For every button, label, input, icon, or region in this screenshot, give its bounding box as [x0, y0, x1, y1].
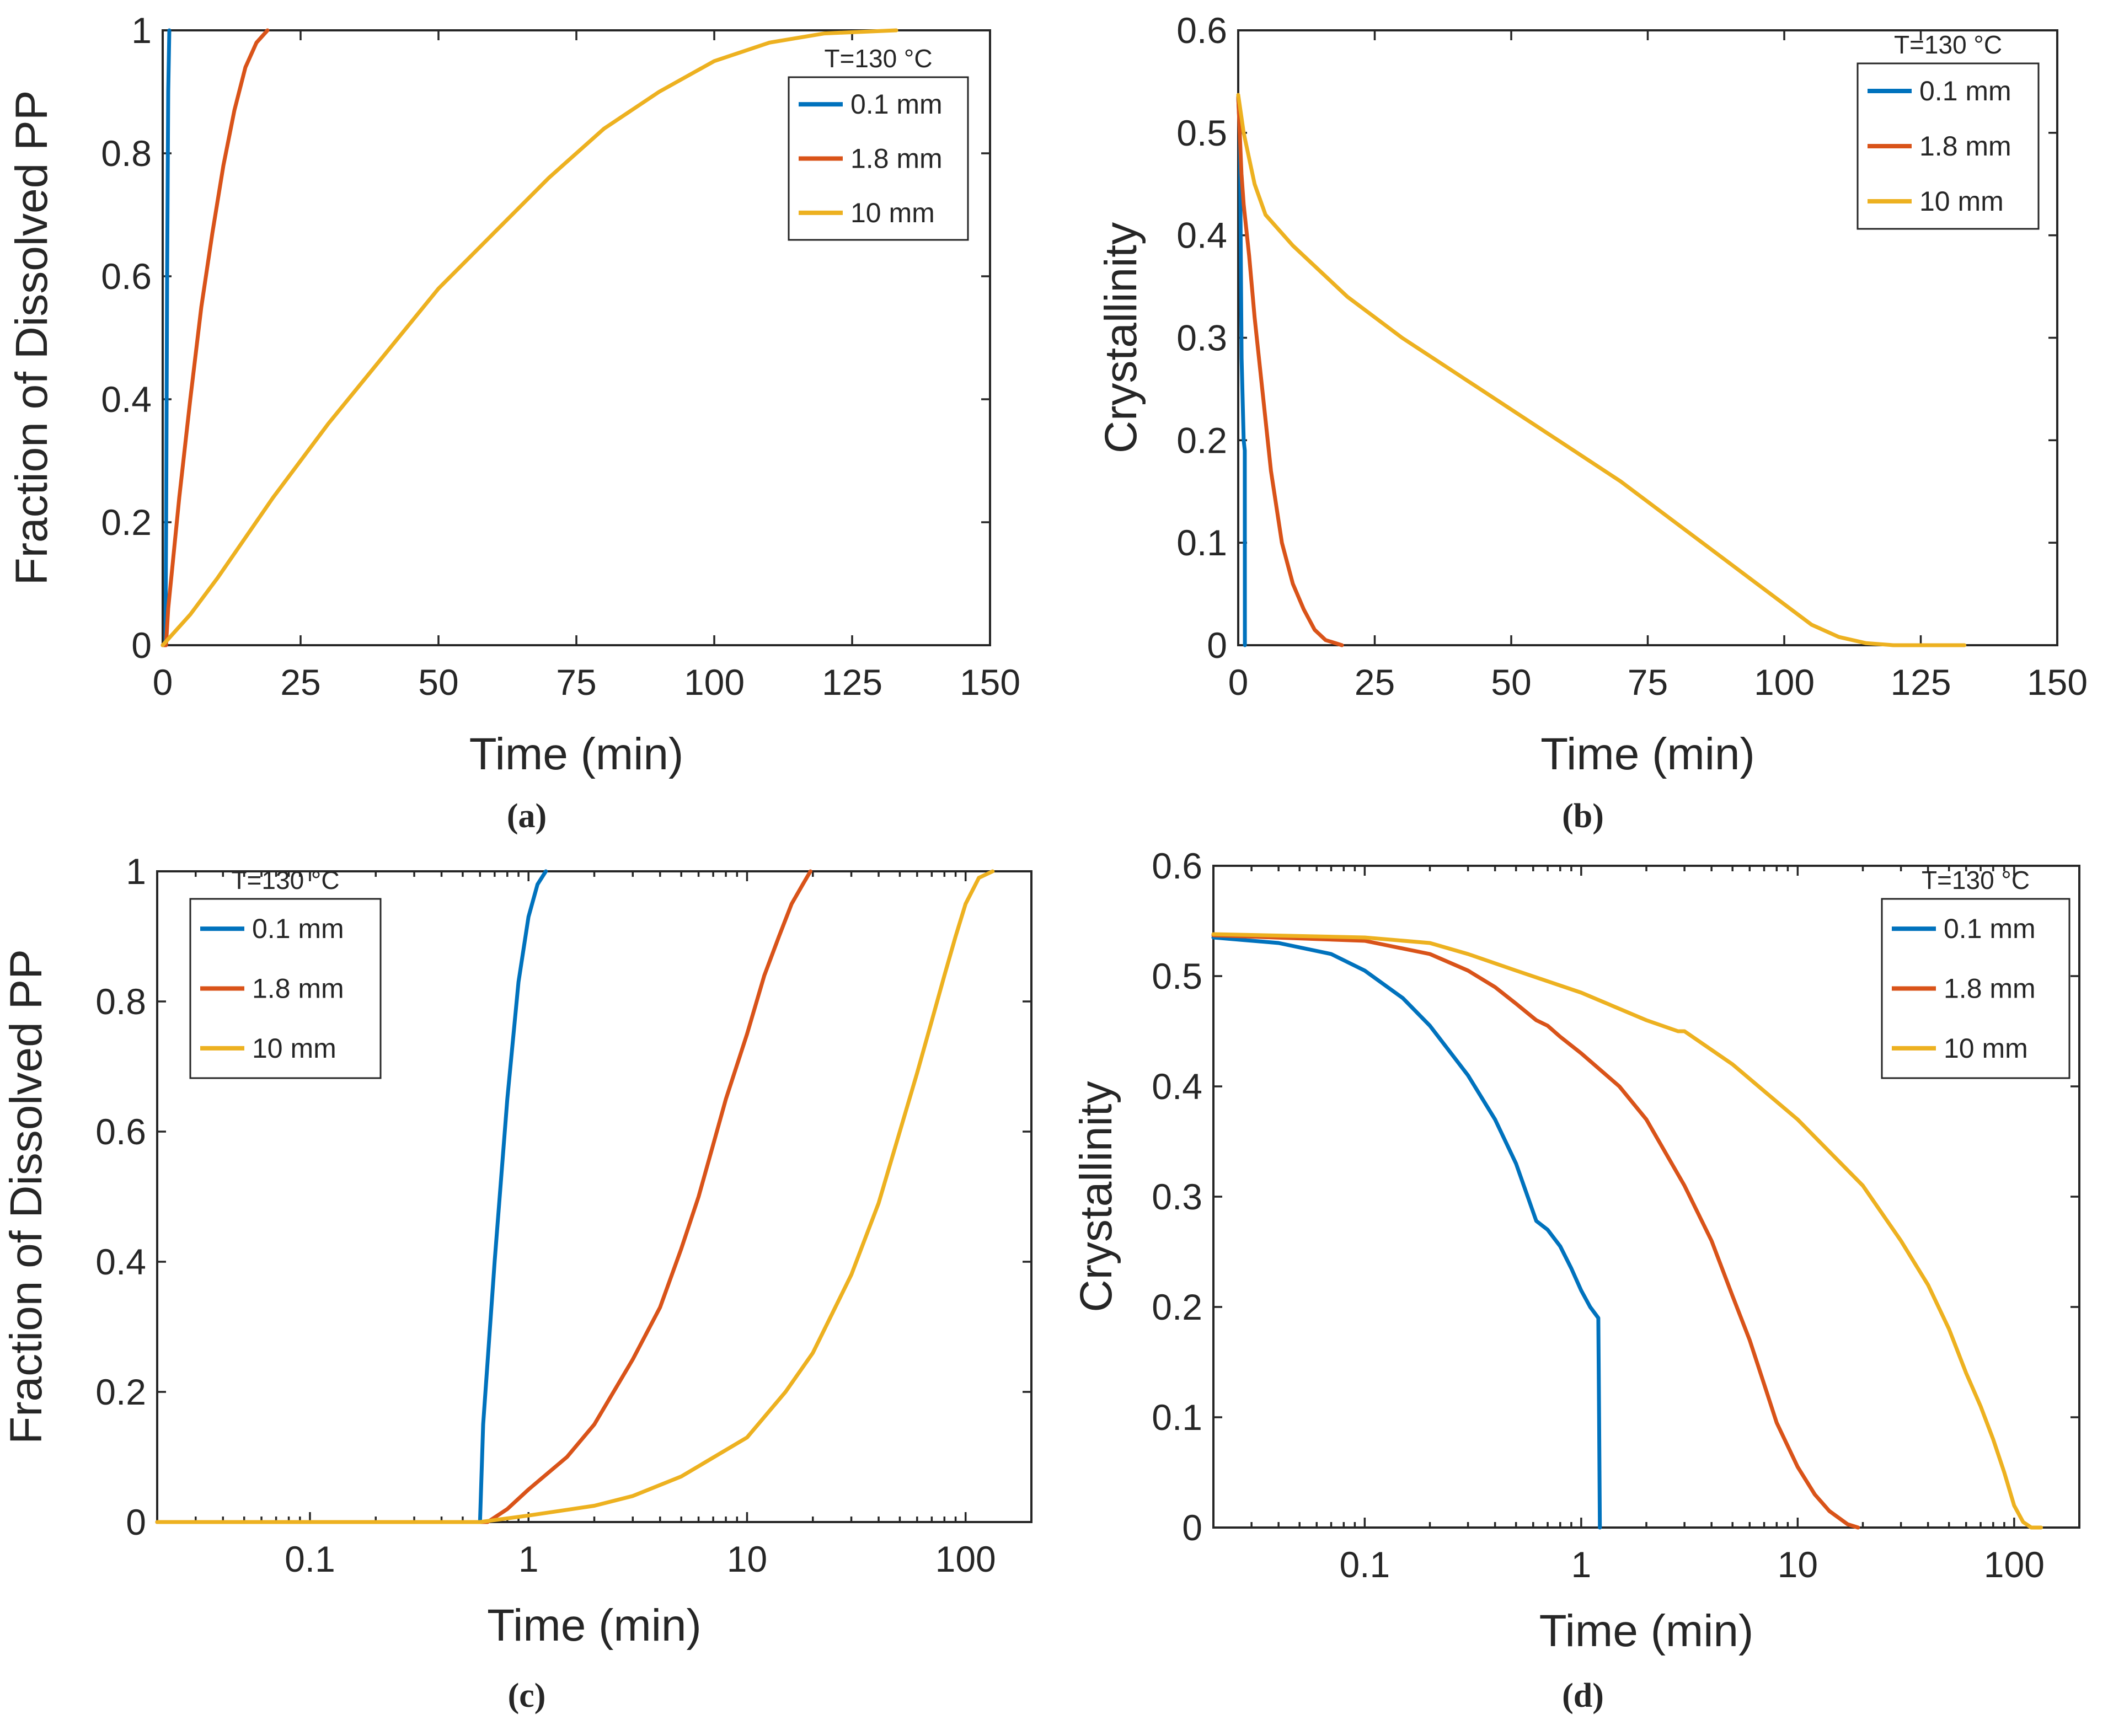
y-tick-label: 0.3: [1176, 318, 1227, 358]
y-tick-label: 0.2: [95, 1371, 146, 1412]
y-tick-label: 0.1: [1152, 1397, 1202, 1438]
legend-label: 0.1 mm: [850, 89, 943, 120]
series-line-0-1-mm: [155, 869, 548, 1524]
x-axis-label: Time (min): [1539, 1606, 1754, 1656]
y-axis-label: Fraction of Dissolved PP: [1, 949, 51, 1444]
y-tick-label: 0.2: [101, 502, 152, 543]
x-tick-label: 150: [960, 662, 1020, 703]
chart-panel-a: 0 0.2 0.4 0.6 0.8 1 0 25 50 75 100 125 150 Time (min)…: [7, 10, 1020, 835]
legend: T=130 °C 0.1 mm 1.8 mm 10 mm: [788, 44, 969, 241]
y-tick-label: 0.3: [1152, 1176, 1202, 1217]
x-tick-label: 100: [935, 1539, 996, 1579]
x-tick-label: 1: [1571, 1544, 1591, 1585]
series-line-10-mm: [1236, 93, 1967, 647]
legend-label: 0.1 mm: [1919, 76, 2011, 106]
x-axis-label: Time (min): [1540, 729, 1755, 779]
series-line-1-8-mm: [155, 869, 812, 1524]
panel-caption: (c): [508, 1677, 546, 1714]
legend: T=130 °C 0.1 mm 1.8 mm 10 mm: [1881, 866, 2071, 1079]
x-tick-label: 100: [1754, 662, 1815, 703]
y-tick-label: 0.6: [95, 1111, 146, 1152]
y-axis-label: Fraction of Dissolved PP: [7, 90, 57, 586]
panel-caption: (a): [507, 797, 547, 835]
x-tick-label: 0.1: [1339, 1544, 1390, 1585]
series-line-0-1-mm: [1211, 935, 1602, 1530]
x-tick-label: 150: [2027, 662, 2088, 703]
x-tick-label: 1: [518, 1539, 539, 1579]
x-tick-label: 10: [727, 1539, 767, 1579]
x-tick-label: 0: [153, 662, 173, 703]
x-tick-label: 100: [1984, 1544, 2045, 1585]
legend-label: 1.8 mm: [850, 143, 943, 174]
y-tick-label: 0.4: [95, 1241, 146, 1282]
x-tick-label: 0: [1228, 662, 1249, 703]
y-tick-label: 0: [131, 625, 152, 666]
series-line-10-mm: [160, 28, 898, 647]
legend-title: T=130 °C: [824, 44, 932, 73]
legend-label: 1.8 mm: [1919, 131, 2011, 162]
y-tick-label: 0.8: [101, 133, 152, 174]
legend-label: 1.8 mm: [1944, 973, 2036, 1004]
chart-panel-d: 0 0.1 0.2 0.3 0.4 0.5 0.6 0.1 1 10 100 Time (min) Cr…: [1071, 845, 2080, 1714]
y-tick-label: 1: [131, 10, 152, 51]
x-tick-label: 125: [1890, 662, 1951, 703]
x-tick-label: 75: [556, 662, 596, 703]
y-tick-label: 0.5: [1176, 112, 1227, 153]
x-axis-label: Time (min): [469, 729, 684, 779]
y-tick-label: 0.4: [1152, 1066, 1202, 1107]
y-tick-label: 1: [126, 851, 146, 892]
legend-label: 10 mm: [1919, 186, 2004, 217]
x-tick-label: 0.1: [285, 1539, 335, 1579]
x-tick-label: 25: [280, 662, 320, 703]
y-tick-label: 0.4: [101, 379, 152, 420]
legend-title: T=130 °C: [1894, 30, 2002, 59]
x-tick-label: 25: [1355, 662, 1395, 703]
y-axis-label: Crystallinity: [1071, 1081, 1121, 1312]
x-tick-label: 100: [684, 662, 745, 703]
series-line-1-8-mm: [1236, 95, 1344, 647]
series-line-1-8-mm: [1211, 933, 1860, 1530]
y-tick-label: 0.6: [1176, 10, 1227, 51]
legend: T=130 °C 0.1 mm 1.8 mm 10 mm: [189, 866, 382, 1079]
y-tick-label: 0.5: [1152, 956, 1202, 996]
x-axis-label: Time (min): [487, 1600, 702, 1651]
legend-label: 1.8 mm: [252, 973, 344, 1004]
x-tick-label: 125: [822, 662, 882, 703]
legend-label: 10 mm: [1944, 1033, 2028, 1064]
series-line-1-8-mm: [160, 28, 270, 647]
legend-title: T=130 °C: [1922, 866, 2030, 894]
legend-label: 0.1 mm: [1944, 913, 2036, 944]
panel-caption: (b): [1562, 797, 1604, 835]
chart-panel-b: 0 0.1 0.2 0.3 0.4 0.5 0.6 0 25 50 75 100 125 150 Time …: [1096, 10, 2088, 835]
legend-label: 0.1 mm: [252, 913, 344, 944]
y-tick-label: 0.6: [101, 256, 152, 297]
x-tick-label: 50: [1491, 662, 1531, 703]
y-tick-label: 0: [1182, 1507, 1202, 1548]
y-tick-label: 0.2: [1152, 1287, 1202, 1327]
legend-label: 10 mm: [252, 1033, 336, 1064]
y-tick-label: 0: [126, 1502, 146, 1542]
y-axis-label: Crystallinity: [1096, 222, 1146, 453]
series-line-10-mm: [155, 869, 995, 1524]
x-tick-label: 10: [1778, 1544, 1818, 1585]
y-tick-label: 0.2: [1176, 420, 1227, 460]
series-line-10-mm: [1211, 932, 2043, 1530]
x-tick-label: 50: [418, 662, 458, 703]
y-tick-label: 0.6: [1152, 845, 1202, 886]
x-tick-label: 75: [1628, 662, 1668, 703]
legend-label: 10 mm: [850, 197, 935, 228]
legend-title: T=130 °C: [231, 866, 339, 894]
y-tick-label: 0.1: [1176, 522, 1227, 563]
y-tick-label: 0: [1207, 625, 1227, 666]
y-tick-label: 0.8: [95, 981, 146, 1022]
legend: T=130 °C 0.1 mm 1.8 mm 10 mm: [1857, 30, 2040, 230]
chart-panel-c: 0 0.2 0.4 0.6 0.8 1 0.1 1 10 100 Time (min) Fractio…: [1, 851, 1032, 1714]
panel-caption: (d): [1562, 1677, 1604, 1714]
y-tick-label: 0.4: [1176, 215, 1227, 256]
